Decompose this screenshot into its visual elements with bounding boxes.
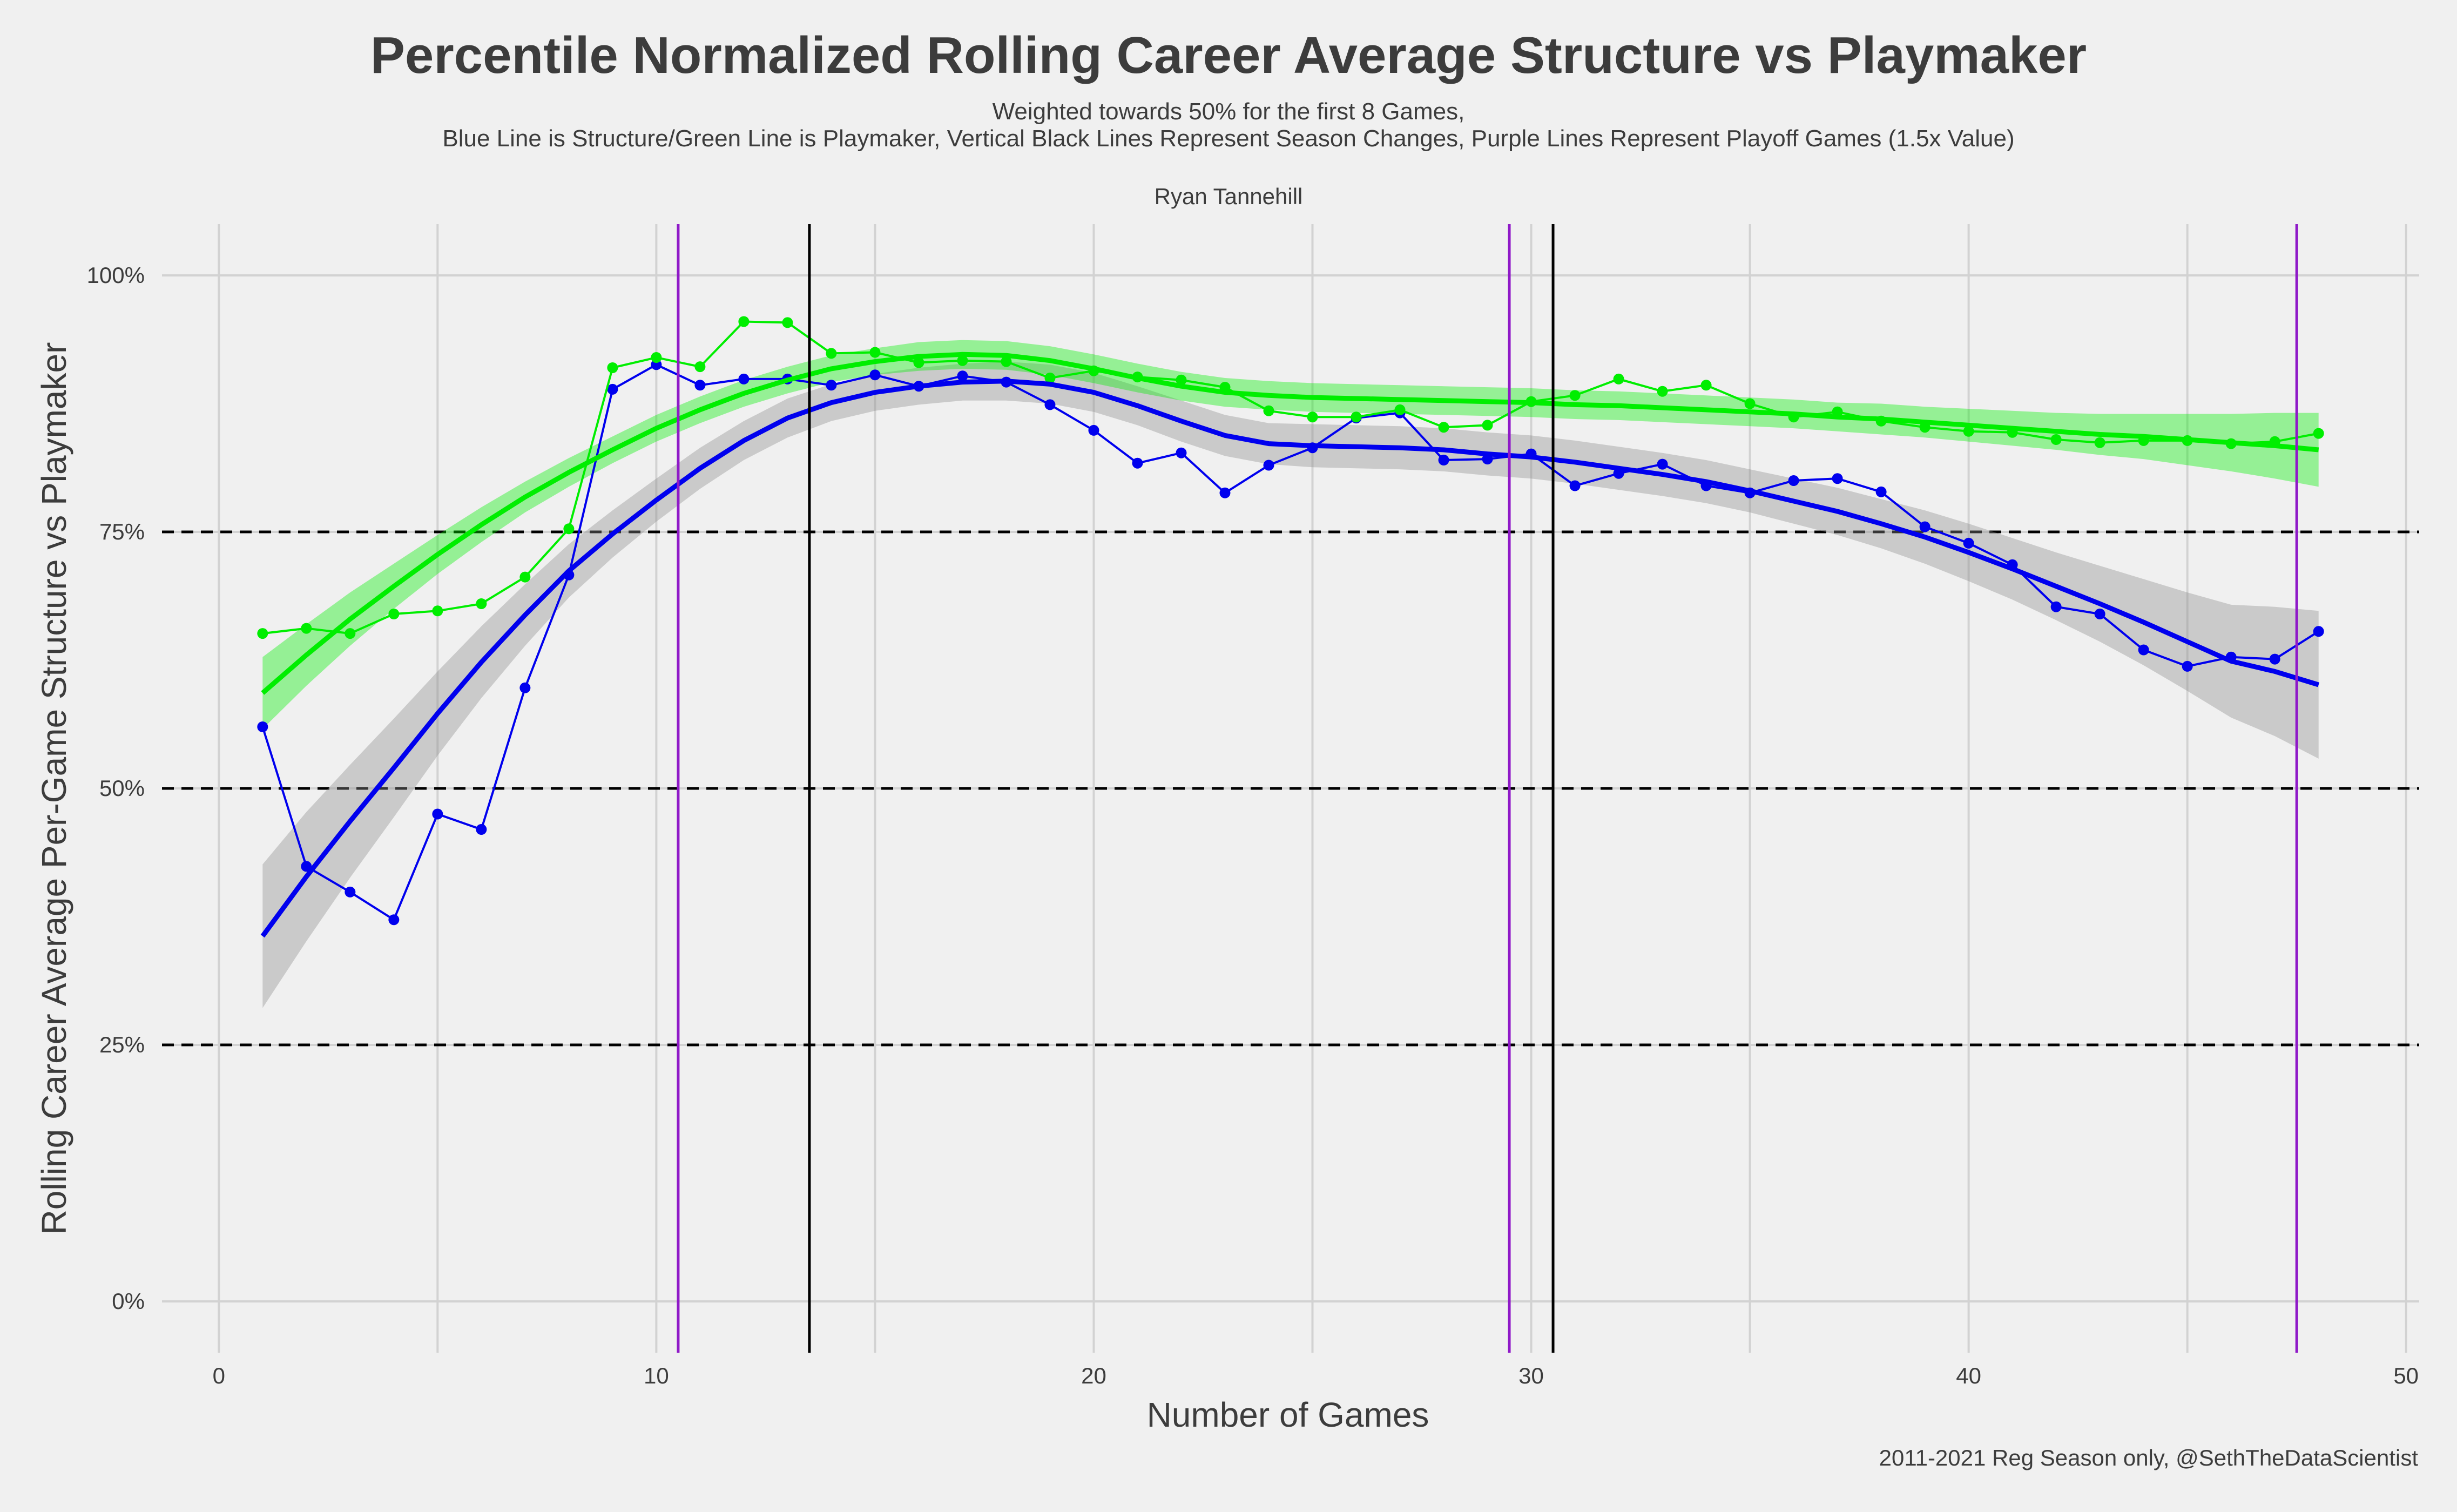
y-tick-label: 100% [87,262,145,288]
data-point-structure [257,721,268,732]
data-point-structure [2269,653,2280,665]
chart-subtitle-line-2: Blue Line is Structure/Green Line is Pla… [442,125,2015,152]
data-point-playmaker [345,628,356,639]
data-point-structure [388,914,400,926]
data-point-structure [1919,521,1931,532]
data-point-playmaker [913,357,924,368]
data-point-structure [1657,458,1668,470]
data-point-structure [1044,399,1056,410]
y-tick-label: 50% [99,775,145,801]
data-point-playmaker [1744,398,1756,409]
data-point-structure [826,380,837,391]
data-point-playmaker [301,623,312,634]
data-point-structure [1832,473,1843,484]
data-point-playmaker [651,352,662,363]
data-point-playmaker [957,355,968,366]
x-tick-label: 20 [1081,1363,1106,1388]
data-point-playmaker [1001,356,1012,367]
tick-labels: 0 10 20 30 40 50 0% 25% 50% 75% 100% [87,262,2419,1388]
data-point-playmaker [519,571,531,583]
data-point-playmaker [1569,390,1581,401]
data-point-playmaker [1657,386,1668,397]
chart-title: Percentile Normalized Rolling Career Ave… [370,26,2087,84]
data-point-playmaker [1482,420,1493,431]
data-point-structure [1219,487,1231,498]
data-point-structure [1263,460,1274,471]
vertical-marker-lines [677,224,2298,1353]
data-point-structure [2050,601,2062,612]
x-tick-label: 40 [1956,1363,1981,1388]
data-point-structure [1788,475,1799,486]
data-point-playmaker [1438,422,1449,433]
data-point-structure [1963,537,1974,549]
facet-label: Ryan Tannehill [1154,184,1303,209]
data-point-structure [2182,660,2193,672]
y-tick-label: 25% [99,1032,145,1057]
data-point-playmaker [2050,434,2062,445]
confidence-bands [262,340,2319,1008]
x-tick-label: 50 [2393,1363,2419,1388]
x-tick-label: 10 [644,1363,669,1388]
chart-subtitle-line-1: Weighted towards 50% for the first 8 Gam… [992,98,1465,125]
data-point-playmaker [563,523,575,535]
data-point-playmaker [869,347,881,358]
data-point-structure [1569,480,1581,491]
data-point-structure [432,808,443,820]
data-point-playmaker [1963,426,1974,437]
data-point-playmaker [694,361,706,373]
data-point-playmaker [1613,373,1624,384]
data-point-playmaker [1176,374,1187,386]
y-tick-label: 75% [99,519,145,544]
data-point-playmaker [432,605,443,617]
y-tick-label: 0% [112,1288,145,1314]
y-axis-title: Rolling Career Average Per-Game Structur… [35,342,73,1235]
data-point-playmaker [1044,373,1056,383]
data-point-playmaker [607,362,618,373]
x-axis-title: Number of Games [1147,1395,1429,1434]
smooth-line-playmaker [261,352,2319,695]
data-point-structure [957,370,968,382]
series-lines [257,316,2324,938]
data-point-structure [519,682,531,693]
data-point-structure [738,373,750,384]
data-point-playmaker [257,628,268,639]
data-point-playmaker [782,317,793,328]
data-point-structure [1088,424,1099,436]
confidence-band-structure [262,361,2319,1008]
series-line-playmaker [262,320,2319,635]
data-point-structure [1176,447,1187,458]
data-point-structure [2138,644,2149,656]
data-point-structure [2313,626,2324,637]
x-tick-label: 30 [1518,1363,1544,1388]
data-point-structure [476,824,487,835]
data-point-structure [2094,609,2105,619]
data-point-playmaker [1307,411,1318,423]
data-point-structure [1132,457,1143,469]
data-point-playmaker [1700,380,1712,391]
reference-lines [162,530,2419,1047]
chart-caption: 2011-2021 Reg Season only, @SethTheDataS… [1879,1445,2418,1470]
data-point-playmaker [826,348,837,359]
x-tick-label: 0 [213,1363,225,1388]
data-point-structure [301,861,312,872]
data-point-structure [869,369,881,381]
data-point-playmaker [2313,428,2324,439]
data-point-playmaker [738,316,750,327]
smooth-line-structure [260,379,2319,938]
data-point-structure [345,886,356,897]
data-point-playmaker [476,598,487,609]
data-point-structure [694,380,706,391]
data-point-structure [1438,455,1449,465]
data-point-structure [1875,486,1887,497]
data-point-playmaker [388,609,400,619]
data-point-playmaker [2094,437,2105,448]
data-point-structure [607,383,618,395]
data-point-playmaker [1394,404,1406,415]
data-point-playmaker [1263,405,1274,416]
series-line-structure [261,363,2319,922]
data-point-playmaker [1351,411,1362,423]
